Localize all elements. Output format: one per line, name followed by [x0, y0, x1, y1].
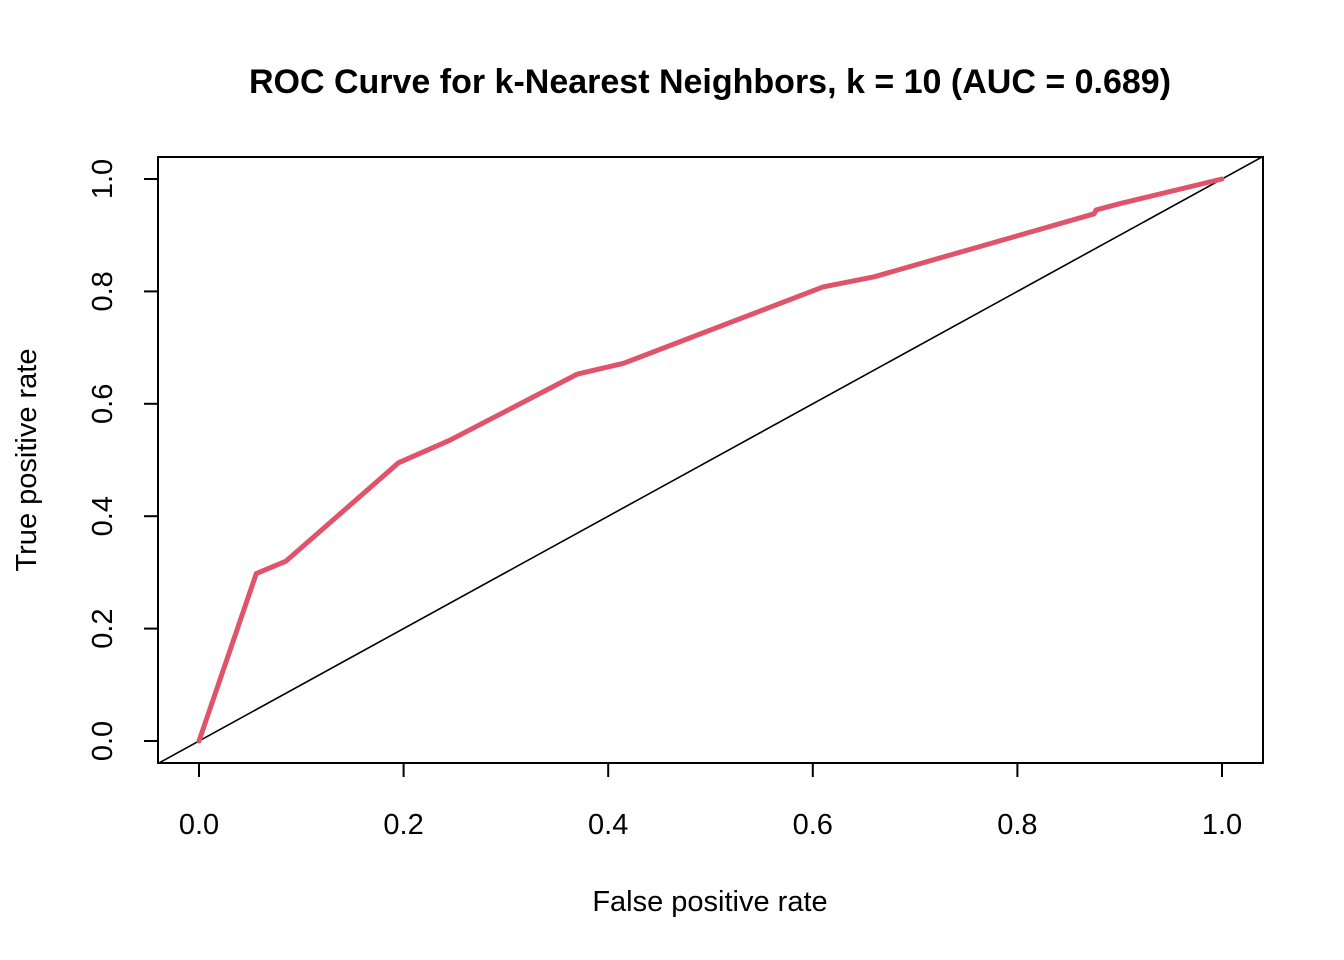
x-tick-label: 1.0: [1202, 809, 1242, 841]
x-tick-label: 0.0: [179, 809, 219, 841]
x-tick-label: 0.2: [383, 809, 423, 841]
x-axis: 0.0 0.2 0.4 0.6 0.8 1.0: [179, 762, 1242, 841]
series-layer: [158, 157, 1263, 763]
y-tick-label: 0.6: [87, 384, 119, 424]
x-tick-label: 0.6: [793, 809, 833, 841]
y-tick-label: 0.8: [87, 271, 119, 311]
y-axis: 0.0 0.2 0.4 0.6 0.8 1.0: [87, 159, 159, 761]
y-tick-label: 0.0: [87, 721, 119, 761]
roc-curve-line: [196, 176, 1225, 744]
x-tick-label: 0.4: [588, 809, 628, 841]
chart-title: ROC Curve for k-Nearest Neighbors, k = 1…: [249, 63, 1171, 101]
x-axis-label: False positive rate: [592, 886, 827, 918]
y-axis-label: True positive rate: [11, 349, 43, 572]
x-tick-label: 0.8: [997, 809, 1037, 841]
diagonal-reference-line: [158, 157, 1263, 763]
y-tick-label: 0.4: [87, 496, 119, 536]
y-tick-label: 1.0: [87, 159, 119, 199]
y-tick-label: 0.2: [87, 608, 119, 648]
